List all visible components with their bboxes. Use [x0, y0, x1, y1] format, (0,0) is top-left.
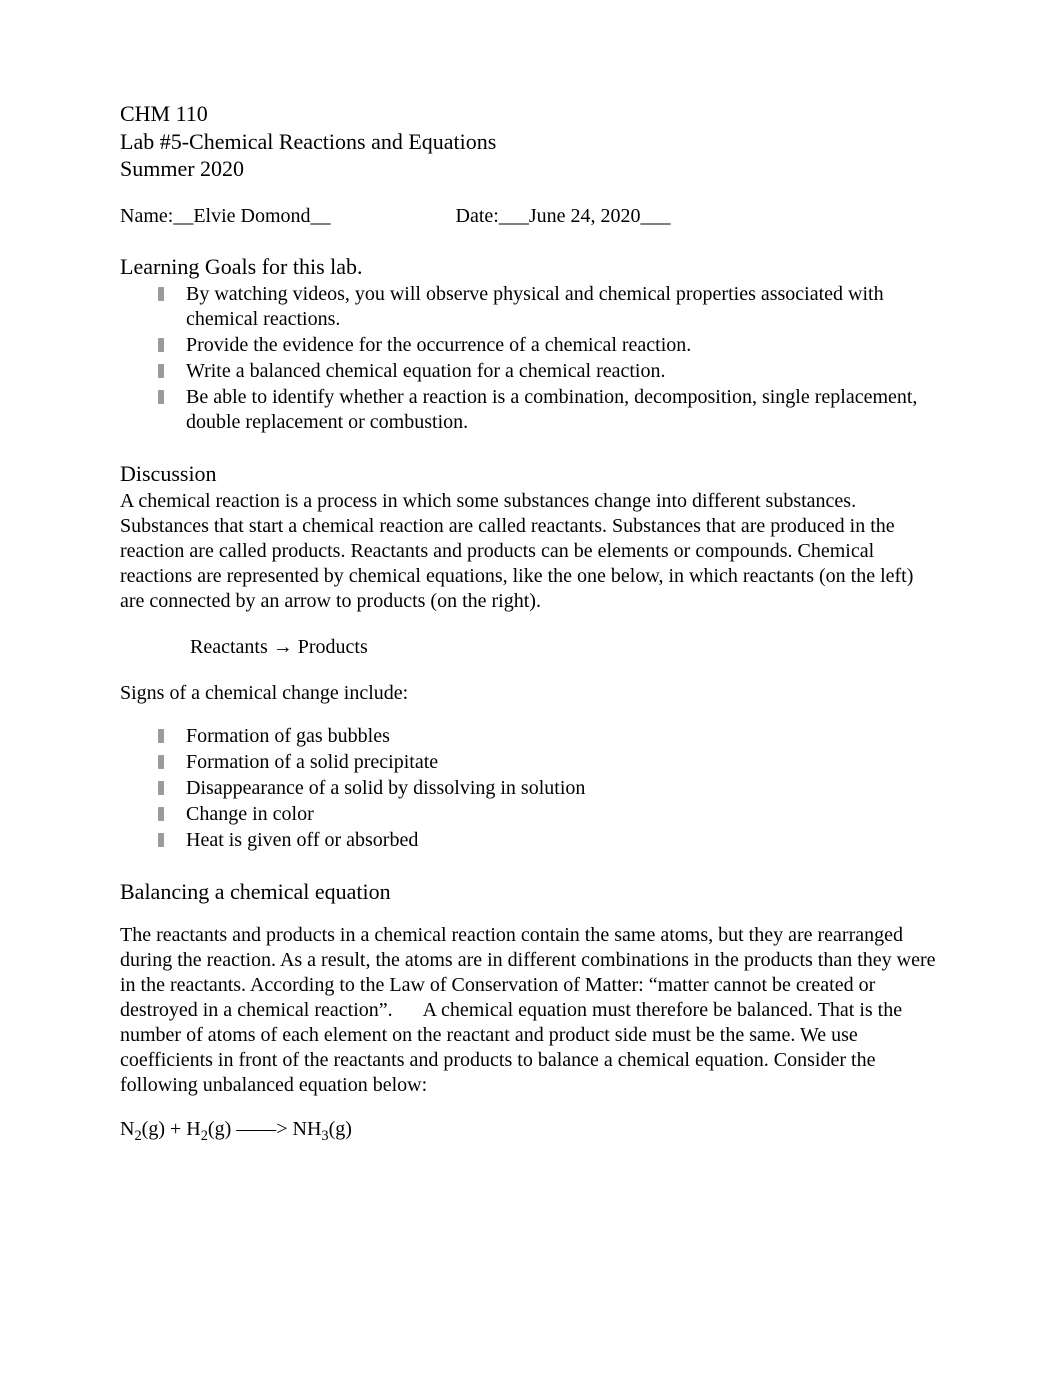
eqn-plus: + [165, 1118, 186, 1140]
eqn-sub-2a: 2 [134, 1128, 141, 1144]
lab-title: Lab #5-Chemical Reactions and Equations [120, 128, 942, 156]
balancing-heading: Balancing a chemical equation [120, 879, 942, 905]
course-code: CHM 110 [120, 100, 942, 128]
eqn-g3: (g) [329, 1118, 352, 1140]
discussion-paragraph: A chemical reaction is a process in whic… [120, 489, 942, 614]
balancing-paragraph: The reactants and products in a chemical… [120, 923, 942, 1098]
name-date-line: Name:__Elvie Domond__ Date:___June 24, 2… [120, 205, 942, 228]
name-value: __Elvie Domond__ [173, 205, 330, 227]
goals-list: By watching videos, you will observe phy… [120, 282, 942, 435]
signs-list: Formation of gas bubbles Formation of a … [120, 724, 942, 853]
eqn-g2: (g) [208, 1118, 231, 1140]
eqn-sub-3: 3 [321, 1128, 328, 1144]
date-label: Date: [456, 205, 499, 227]
chemical-equation: N2(g) + H2(g) ——> NH3(g) [120, 1118, 942, 1141]
eqn-arrow: ——> [231, 1118, 292, 1140]
list-item: By watching videos, you will observe phy… [158, 282, 942, 332]
list-item: Formation of a solid precipitate [158, 750, 942, 775]
list-item: Disappearance of a solid by dissolving i… [158, 776, 942, 801]
list-item: Be able to identify whether a reaction i… [158, 385, 942, 435]
list-item: Formation of gas bubbles [158, 724, 942, 749]
list-item: Heat is given off or absorbed [158, 828, 942, 853]
date-value: ___June 24, 2020___ [499, 205, 671, 227]
eqn-g1: (g) [142, 1118, 165, 1140]
name-label: Name: [120, 205, 173, 227]
list-item: Provide the evidence for the occurrence … [158, 333, 942, 358]
list-item: Write a balanced chemical equation for a… [158, 359, 942, 384]
term: Summer 2020 [120, 155, 942, 183]
eqn-h: H [186, 1118, 200, 1140]
eqn-n: N [120, 1118, 134, 1140]
signs-intro: Signs of a chemical change include: [120, 681, 942, 706]
eqn-sub-2b: 2 [201, 1128, 208, 1144]
list-item: Change in color [158, 802, 942, 827]
reaction-arrow-line: Reactants → Products [190, 636, 942, 659]
goals-heading: Learning Goals for this lab. [120, 254, 942, 280]
discussion-heading: Discussion [120, 461, 942, 487]
eqn-nh: NH [293, 1118, 322, 1140]
page: CHM 110 Lab #5-Chemical Reactions and Eq… [0, 0, 1062, 1201]
